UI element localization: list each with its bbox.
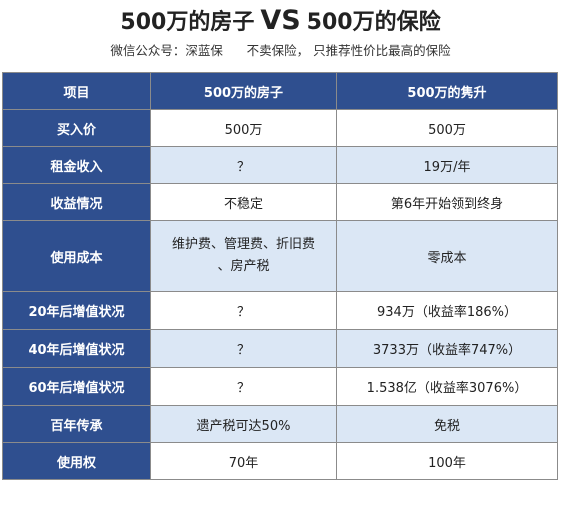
insurance-cell: 19万/年 [336, 146, 558, 184]
header-item: 项目 [2, 72, 151, 110]
row-label: 使用权 [2, 442, 151, 480]
house-cell: ？ [150, 329, 337, 368]
title-right: 500万的保险 [306, 10, 441, 35]
row-label: 收益情况 [2, 183, 151, 221]
house-cell: 不稳定 [150, 183, 337, 221]
house-cell: ？ [150, 146, 337, 184]
table-row: 收益情况 不稳定 第6年开始领到终身 [2, 183, 558, 221]
table-row: 买入价 500万 500万 [2, 109, 558, 147]
table-row: 使用权 70年 100年 [2, 442, 558, 480]
row-label: 60年后增值状况 [2, 367, 151, 406]
insurance-cell: 500万 [336, 109, 558, 147]
house-cell: ？ [150, 291, 337, 330]
row-label: 买入价 [2, 109, 151, 147]
table-row: 百年传承 遗产税可达50% 免税 [2, 405, 558, 443]
header-insurance: 500万的隽升 [336, 72, 558, 110]
row-label: 租金收入 [2, 146, 151, 184]
table-row: 20年后增值状况 ？ 934万（收益率186%） [2, 291, 558, 330]
page-title: 500万的房子 VS 500万的保险 [0, 6, 561, 38]
table-row: 40年后增值状况 ？ 3733万（收益率747%） [2, 329, 558, 368]
table-row: 租金收入 ？ 19万/年 [2, 146, 558, 184]
insurance-cell: 100年 [336, 442, 558, 480]
header-house: 500万的房子 [150, 72, 337, 110]
house-cost-line-2: 、房产税 [217, 259, 270, 274]
insurance-cell: 1.538亿（收益率3076%） [336, 367, 558, 406]
house-cell: ？ [150, 367, 337, 406]
insurance-cell: 第6年开始领到终身 [336, 183, 558, 221]
insurance-cell: 3733万（收益率747%） [336, 329, 558, 368]
row-label: 使用成本 [2, 220, 151, 292]
row-label: 20年后增值状况 [2, 291, 151, 330]
subtitle: 微信公众号：深蓝保 不卖保险， 只推荐性价比最高的保险 [110, 43, 451, 58]
insurance-cell: 免税 [336, 405, 558, 443]
insurance-cell: 934万（收益率186%） [336, 291, 558, 330]
house-cell: 遗产税可达50% [150, 405, 337, 443]
table-header-row: 项目 500万的房子 500万的隽升 [2, 72, 558, 110]
insurance-cell: 零成本 [336, 220, 558, 292]
table-row: 60年后增值状况 ？ 1.538亿（收益率3076%） [2, 367, 558, 406]
table-row: 使用成本 维护费、管理费、折旧费 、房产税 零成本 [2, 220, 558, 292]
house-cell: 维护费、管理费、折旧费 、房产税 [150, 220, 337, 292]
row-label: 40年后增值状况 [2, 329, 151, 368]
house-cell: 70年 [150, 442, 337, 480]
row-label: 百年传承 [2, 405, 151, 443]
title-left: 500万的房子 [120, 10, 255, 35]
comparison-table: 项目 500万的房子 500万的隽升 买入价 500万 500万 租金收入 ？ … [2, 72, 558, 480]
house-cost-line-1: 维护费、管理费、折旧费 [171, 237, 315, 252]
title-vs: VS [260, 5, 301, 36]
house-cell: 500万 [150, 109, 337, 147]
